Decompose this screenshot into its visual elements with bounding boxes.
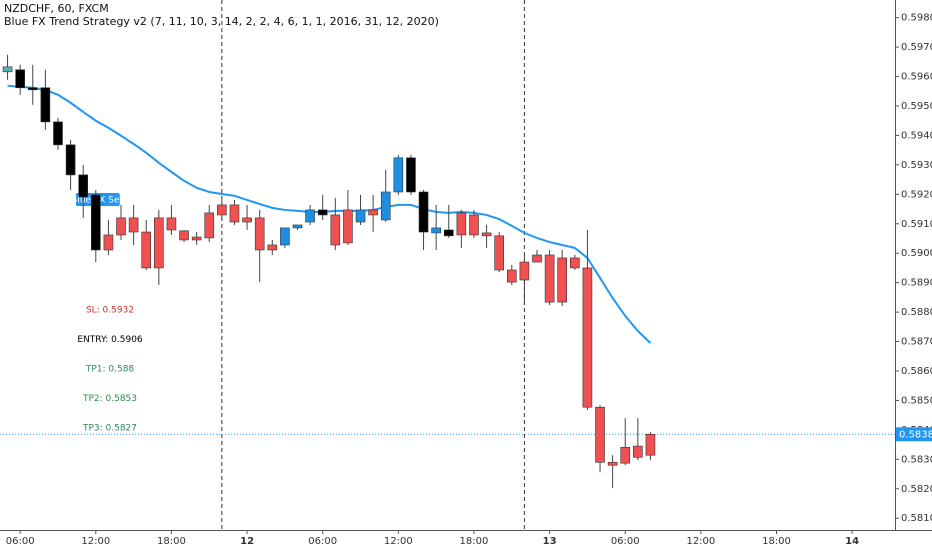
candle-body <box>431 227 441 234</box>
candle-body <box>229 204 240 223</box>
y-tick-label: 0.59700 <box>901 42 932 53</box>
candle-body <box>116 217 126 236</box>
candle-body <box>544 254 555 303</box>
y-tick-label: 0.58200 <box>901 484 932 495</box>
candle-body <box>595 406 605 463</box>
y-tick-label: 0.58800 <box>901 307 932 318</box>
candle-body <box>582 267 593 408</box>
candle-body <box>40 87 51 123</box>
x-tick-label: 13 <box>543 536 557 547</box>
candle-body <box>141 231 152 269</box>
y-tick-label: 0.58600 <box>901 366 932 377</box>
candle-body <box>355 209 366 223</box>
candle-body <box>27 87 38 91</box>
candle-body <box>519 261 530 281</box>
y-tick-label: 0.59400 <box>901 130 932 141</box>
x-tick-label: 12:00 <box>686 536 715 547</box>
candle-body <box>343 209 353 244</box>
x-tick-label: 06:00 <box>6 536 35 547</box>
candle-body <box>469 214 479 236</box>
candle-body <box>368 209 378 216</box>
candle-body <box>443 229 454 237</box>
y-tick-label: 0.59100 <box>901 219 932 230</box>
candle-body <box>330 214 341 246</box>
y-tick-label: 0.58100 <box>901 513 932 524</box>
candle-body <box>506 269 517 283</box>
candle-body <box>15 69 25 89</box>
candle-body <box>154 217 164 269</box>
last-price-label: 0.58385 <box>899 429 932 440</box>
candle-body <box>532 254 542 263</box>
y-tick-label: 0.58500 <box>901 395 932 406</box>
candle-body <box>254 217 265 251</box>
candle-body <box>380 191 391 221</box>
candle-body <box>78 174 88 198</box>
candle-body <box>191 236 202 241</box>
annotation: TP2: 0.5853 <box>82 394 137 404</box>
y-tick-label: 0.59600 <box>901 72 932 83</box>
candle-body <box>406 157 416 193</box>
candle-body <box>166 217 177 231</box>
candle-body <box>620 446 631 464</box>
candle-body <box>305 209 315 223</box>
y-tick-label: 0.59200 <box>901 189 932 200</box>
candle-body <box>633 445 643 458</box>
annotation: SL: 0.5932 <box>86 306 134 316</box>
candle-body <box>494 235 504 271</box>
x-tick-label: 12:00 <box>81 536 110 547</box>
candle-body <box>418 191 429 233</box>
candle-body <box>570 257 580 269</box>
y-tick-label: 0.58700 <box>901 337 932 348</box>
x-tick-label: 18:00 <box>762 536 791 547</box>
candle-body <box>128 217 139 233</box>
candle-body <box>280 227 290 246</box>
y-tick-label: 0.59800 <box>901 13 932 24</box>
candle-body <box>242 217 252 223</box>
candle-body <box>607 461 618 466</box>
candle-body <box>267 244 278 251</box>
candle-body <box>53 121 63 146</box>
candle-body <box>217 204 227 216</box>
x-tick-label: 06:00 <box>308 536 337 547</box>
candle-body <box>292 224 303 229</box>
moving-average <box>7 84 652 344</box>
candle-body <box>103 234 114 251</box>
candle-body <box>91 194 101 251</box>
candle-body <box>645 434 656 456</box>
candle-body <box>393 157 404 193</box>
y-tick-label: 0.59000 <box>901 248 932 259</box>
y-tick-label: 0.58300 <box>901 454 932 465</box>
annotation: ENTRY: 0.5906 <box>77 335 143 345</box>
x-tick-label: 18:00 <box>460 536 489 547</box>
x-tick-label: 14 <box>845 536 859 547</box>
candle-body <box>481 232 492 237</box>
candle-body <box>317 209 328 216</box>
x-tick-label: 12 <box>240 536 254 547</box>
annotation: TP3: 0.5827 <box>82 424 137 434</box>
candle-body <box>2 66 13 73</box>
candle-body <box>65 144 76 176</box>
y-tick-label: 0.59300 <box>901 160 932 171</box>
last-price-badge <box>896 427 932 442</box>
x-tick-label: 12:00 <box>384 536 413 547</box>
annotation: TP1: 0.588 <box>85 365 135 375</box>
candle-body <box>179 230 189 241</box>
candle-body <box>456 212 467 236</box>
chart-title: NZDCHF, 60, FXCM <box>4 2 109 15</box>
y-tick-label: 0.58900 <box>901 278 932 289</box>
x-tick-label: 18:00 <box>157 536 186 547</box>
candle-body <box>204 212 215 239</box>
y-tick-label: 0.59500 <box>901 101 932 112</box>
candle-body <box>557 257 568 303</box>
x-tick-label: 06:00 <box>611 536 640 547</box>
